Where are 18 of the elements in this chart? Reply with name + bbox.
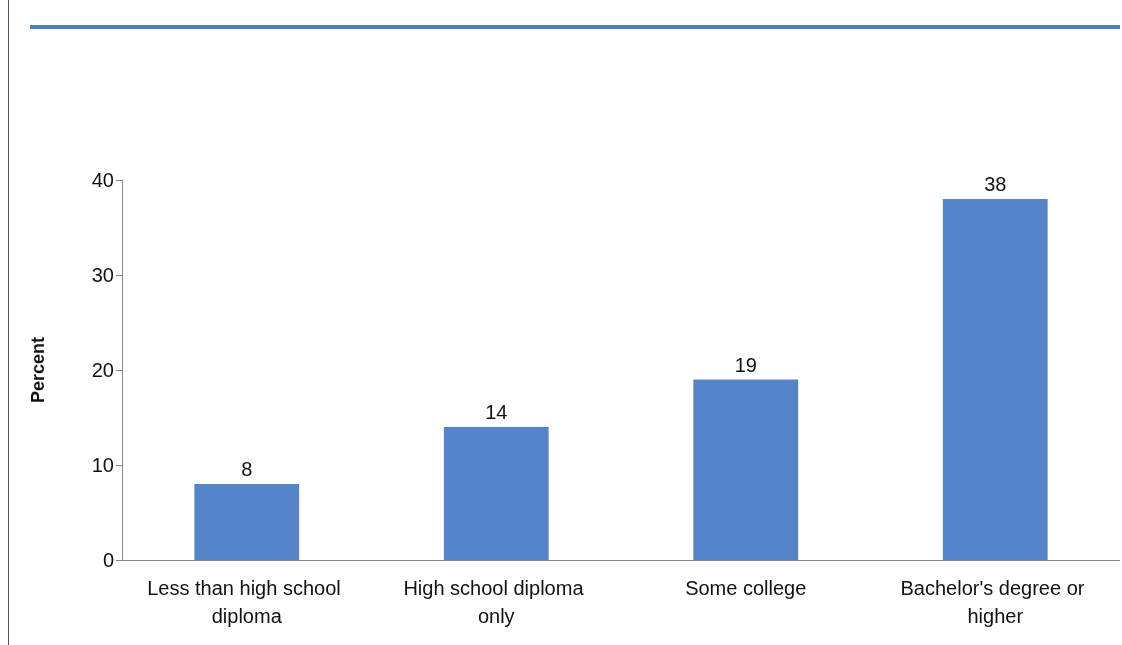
bar	[942, 199, 1048, 560]
y-tick-label: 30	[91, 264, 114, 286]
data-label: 19	[734, 353, 757, 376]
data-label: 14	[485, 401, 508, 423]
data-label: 8	[241, 458, 253, 480]
x-tick-label: Bachelor's degree or higher	[900, 577, 1090, 627]
y-axis-title: Percent	[28, 336, 48, 404]
y-tick-label: 10	[91, 454, 114, 476]
x-tick-label: Some college	[685, 577, 807, 599]
data-label: 38	[984, 173, 1007, 195]
y-tick-label: 20	[91, 359, 114, 381]
bar	[443, 427, 549, 560]
x-tick-label: High school diploma only	[403, 577, 590, 627]
bar	[693, 379, 799, 560]
y-tick-label: 40	[91, 169, 114, 191]
bar	[194, 484, 300, 560]
x-tick-label: Less than high school diploma	[147, 577, 347, 627]
y-tick-label: 0	[102, 549, 114, 571]
